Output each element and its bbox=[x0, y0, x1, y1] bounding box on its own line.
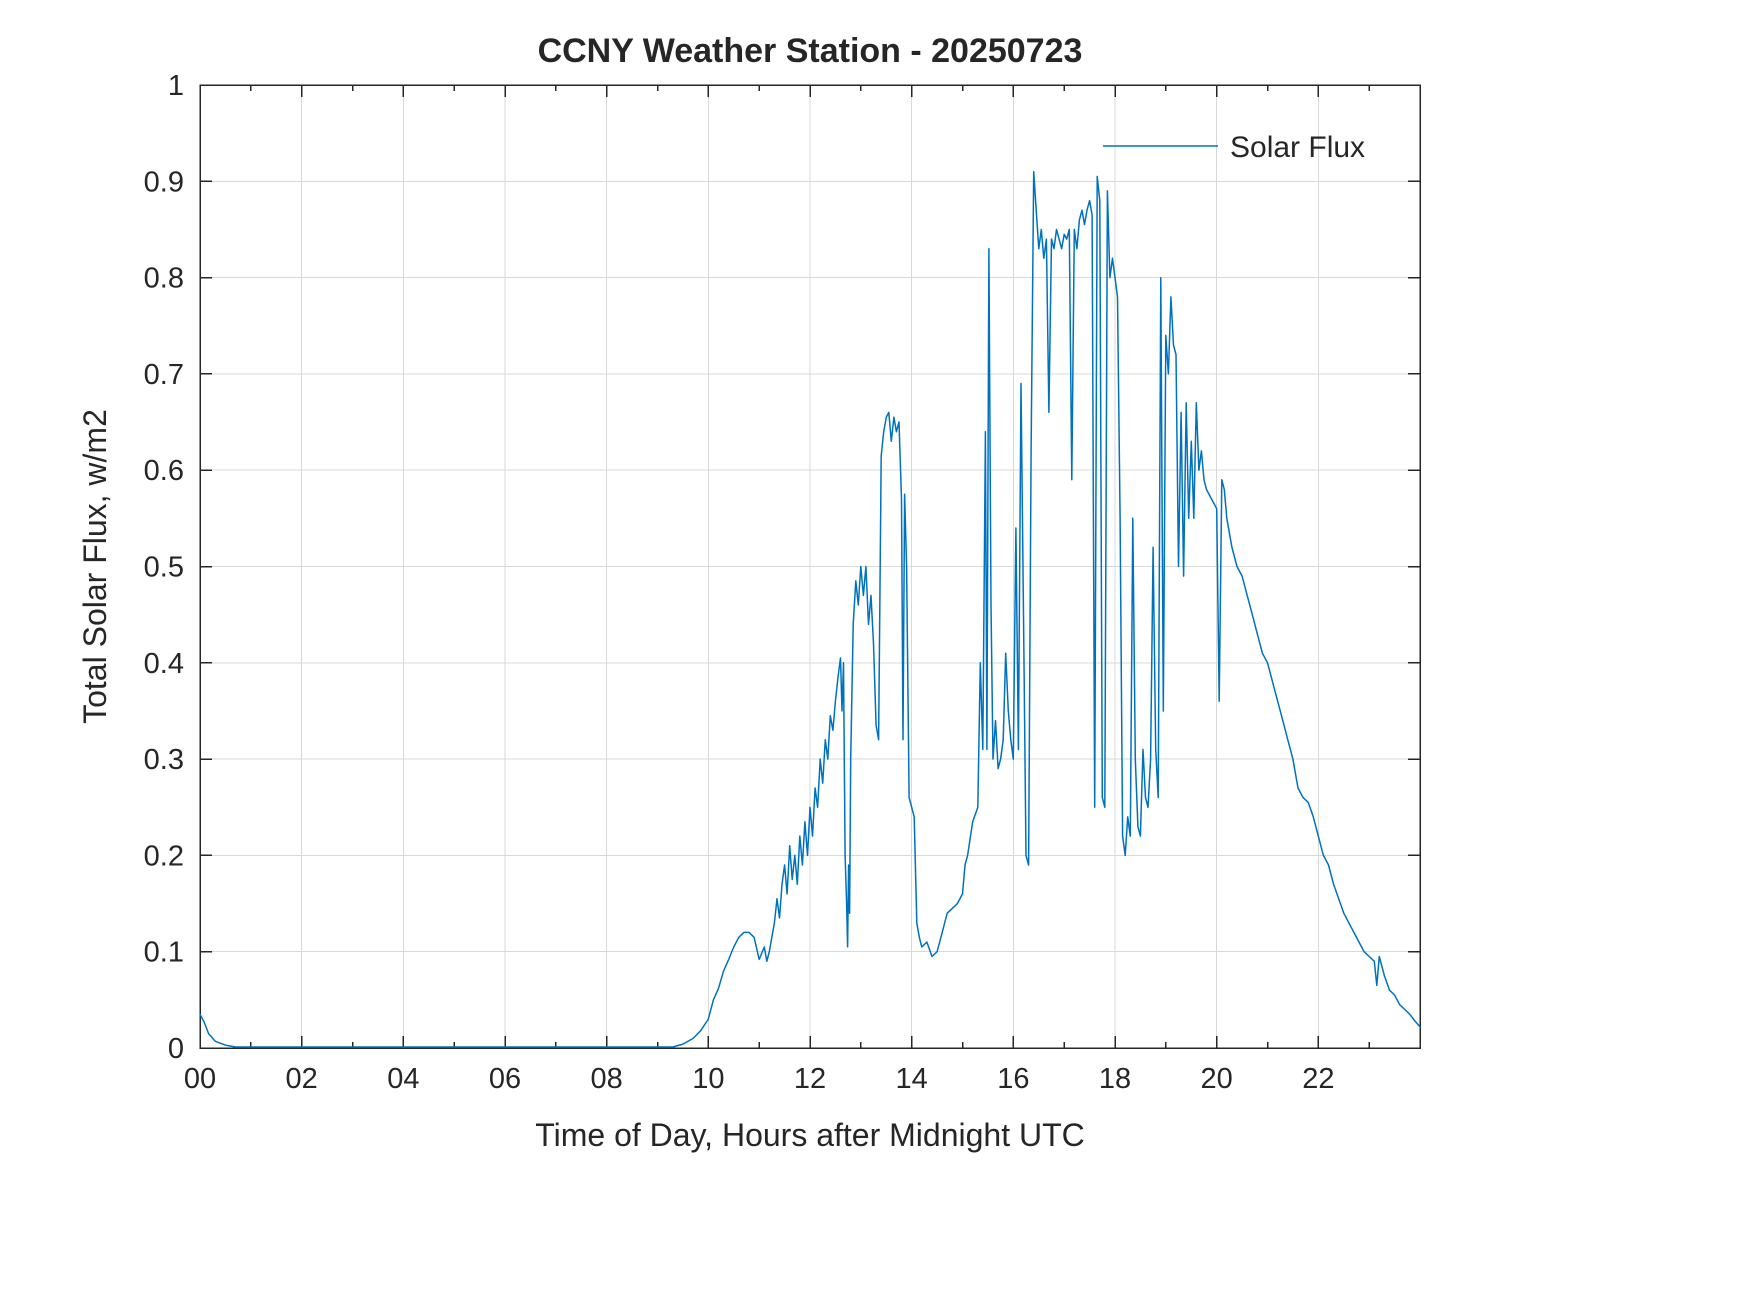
x-tick-label: 16 bbox=[997, 1063, 1029, 1095]
y-tick-label: 0.4 bbox=[144, 648, 184, 680]
y-axis-label: Total Solar Flux, w/m2 bbox=[77, 409, 113, 724]
solar-flux-line bbox=[199, 170, 1421, 1048]
x-tick-label: 02 bbox=[286, 1063, 318, 1095]
chart-title: CCNY Weather Station - 20250723 bbox=[538, 32, 1083, 70]
x-tick-label: 10 bbox=[692, 1063, 724, 1095]
y-tick-label: 0.9 bbox=[144, 166, 184, 198]
y-tick-label: 0.1 bbox=[144, 937, 184, 969]
x-axis-label: Time of Day, Hours after Midnight UTC bbox=[535, 1117, 1084, 1153]
x-tick-label: 00 bbox=[184, 1063, 216, 1095]
y-tick-label: 0.6 bbox=[144, 455, 184, 487]
legend-label: Solar Flux bbox=[1230, 131, 1365, 164]
x-tick-label: 22 bbox=[1302, 1063, 1334, 1095]
y-tick-label: 0.7 bbox=[144, 359, 184, 391]
x-tick-label: 18 bbox=[1099, 1063, 1131, 1095]
tick-labels: 00 02 04 06 08 10 12 14 16 18 20 22 0 0.1 0.2 0.3 0.4 0.5… bbox=[144, 70, 1335, 1095]
y-tick-label: 0.5 bbox=[144, 552, 184, 584]
y-tick-label: 0.8 bbox=[144, 263, 184, 295]
legend: Solar Flux bbox=[1103, 131, 1365, 164]
y-tick-label: 0 bbox=[168, 1033, 184, 1065]
y-tick-label: 0.2 bbox=[144, 840, 184, 872]
x-tick-label: 06 bbox=[489, 1063, 521, 1095]
x-tick-label: 12 bbox=[794, 1063, 826, 1095]
grid-lines bbox=[200, 85, 1420, 1048]
y-tick-label: 1 bbox=[168, 70, 184, 102]
x-tick-label: 08 bbox=[591, 1063, 623, 1095]
x-tick-label: 14 bbox=[896, 1063, 928, 1095]
x-tick-label: 20 bbox=[1201, 1063, 1233, 1095]
axis-ticks bbox=[199, 84, 1420, 1049]
x-tick-label: 04 bbox=[387, 1063, 419, 1095]
y-tick-label: 0.3 bbox=[144, 744, 184, 776]
